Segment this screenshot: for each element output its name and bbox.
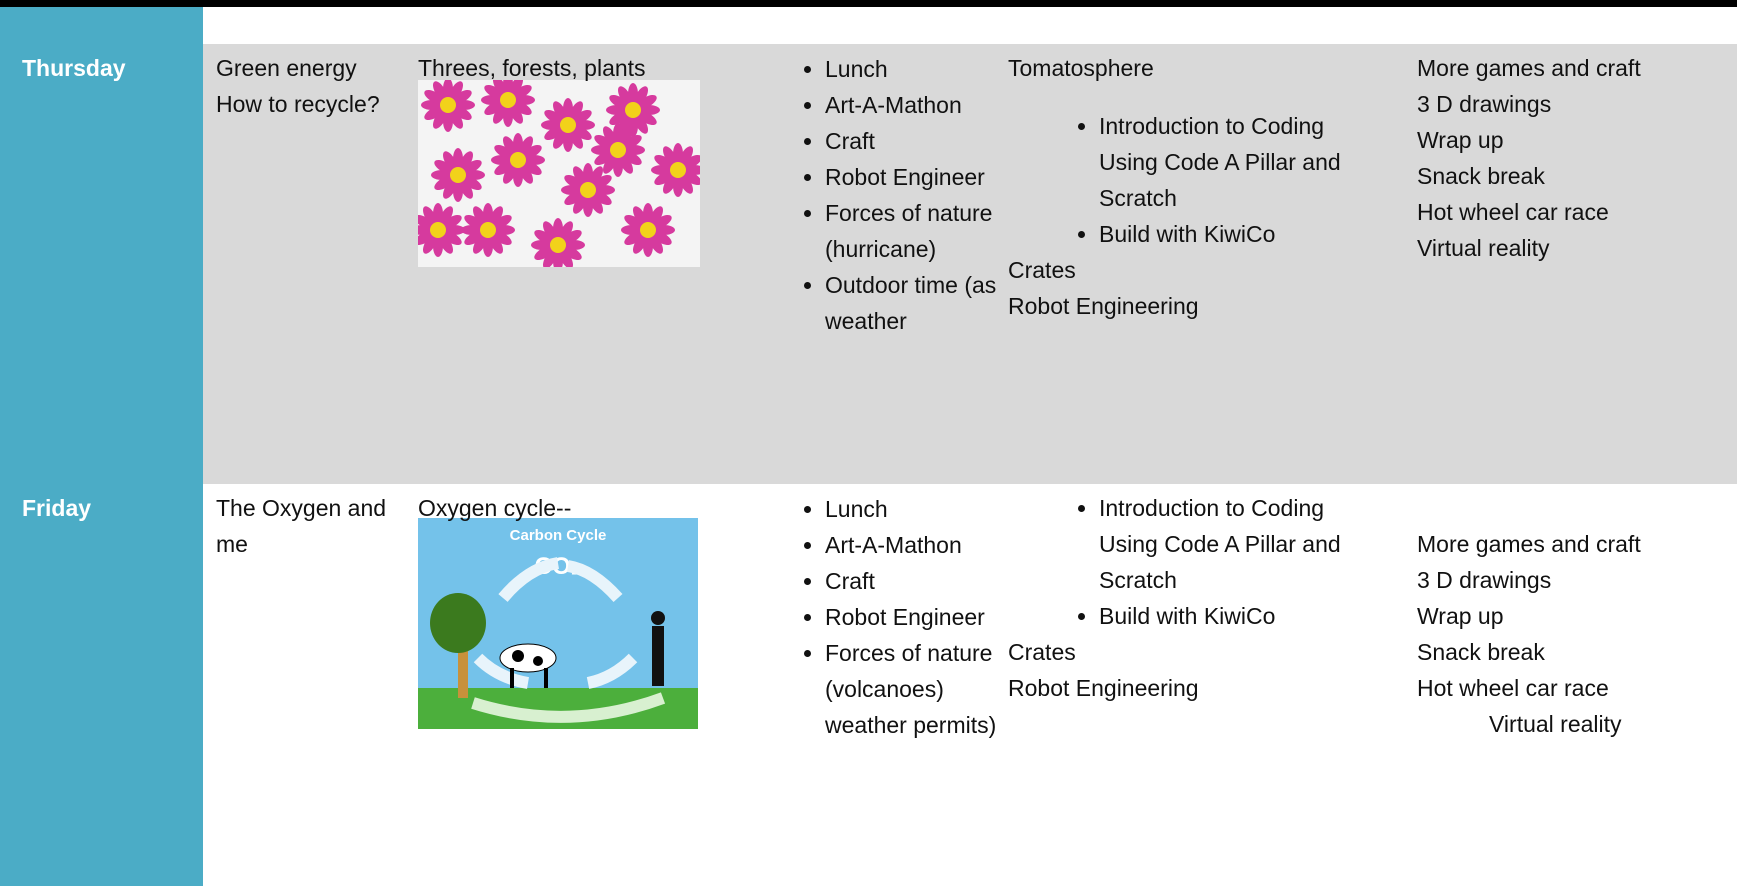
activity: Art-A-Mathon [825, 527, 1010, 563]
afternoon-item: Hot wheel car race [1417, 675, 1609, 701]
afternoon-column: More games and craft 3 D drawings Wrap up S… [1417, 50, 1641, 266]
afternoon-item: 3 D drawings [1417, 91, 1552, 117]
topic: Oxygen cycle-- [418, 495, 572, 521]
afternoon-item: Wrap up [1417, 603, 1504, 629]
flowers-image [418, 80, 700, 267]
stem-list: Introduction to Coding Using Code A Pill… [1058, 108, 1389, 252]
afternoon-item: Virtual reality [1417, 235, 1550, 261]
theme: Green energy How to recycle? [216, 55, 380, 117]
day-label: Friday [22, 495, 92, 521]
activity: Forces of nature (volcanoes) weather per… [825, 635, 1010, 743]
stem-extra: Crates [1008, 257, 1076, 283]
stem-column: Tomatosphere Introduction to Coding Using… [1008, 50, 1408, 324]
stem-list: Introduction to Coding Using Code A Pill… [1058, 490, 1389, 634]
afternoon-item: Hot wheel car race [1417, 199, 1609, 225]
stem-column: Introduction to Coding Using Code A Pill… [1008, 490, 1408, 706]
afternoon-item: 3 D drawings [1417, 567, 1552, 593]
theme: The Oxygen and me [216, 495, 387, 557]
afternoon-column: More games and craft 3 D drawings Wrap up S… [1417, 526, 1641, 742]
image-title: Carbon Cycle [510, 527, 607, 544]
activity: Craft [825, 563, 1010, 599]
stem-item: Build with KiwiCo [1099, 598, 1389, 634]
afternoon-item: Virtual reality [1489, 711, 1622, 737]
activity: Forces of nature (hurricane) [825, 195, 1010, 267]
day-column [0, 7, 203, 886]
activity: Lunch [825, 491, 1010, 527]
day-label: Thursday [22, 55, 126, 81]
afternoon-item: Snack break [1417, 163, 1545, 189]
activity: Craft [825, 123, 1010, 159]
stem-item: Build with KiwiCo [1099, 216, 1389, 252]
activity-list: LunchArt-A-MathonCraftRobot EngineerForc… [781, 51, 1010, 339]
activity: Robot Engineer [825, 159, 1010, 195]
stem-intro: Tomatosphere [1008, 55, 1154, 81]
activity: Robot Engineer [825, 599, 1010, 635]
activity-list: LunchArt-A-MathonCraftRobot EngineerForc… [781, 491, 1010, 743]
stem-item: Introduction to Coding Using Code A Pill… [1099, 490, 1389, 598]
afternoon-item: More games and craft [1417, 55, 1641, 81]
stem-extra: Robot Engineering [1008, 293, 1199, 319]
top-bar [0, 0, 1737, 7]
activity: Lunch [825, 51, 1010, 87]
topic: Threes, forests, plants [418, 55, 646, 81]
afternoon-item: Snack break [1417, 639, 1545, 665]
afternoon-item: Wrap up [1417, 127, 1504, 153]
stem-extra: Robot Engineering [1008, 675, 1199, 701]
activity: Outdoor time (as weather [825, 267, 1010, 339]
stem-extra: Crates [1008, 639, 1076, 665]
afternoon-item: More games and craft [1417, 531, 1641, 557]
carbon-cycle-image: Carbon Cycle CO₂ [418, 518, 698, 729]
activity: Art-A-Mathon [825, 87, 1010, 123]
stem-item: Introduction to Coding Using Code A Pill… [1099, 108, 1389, 216]
